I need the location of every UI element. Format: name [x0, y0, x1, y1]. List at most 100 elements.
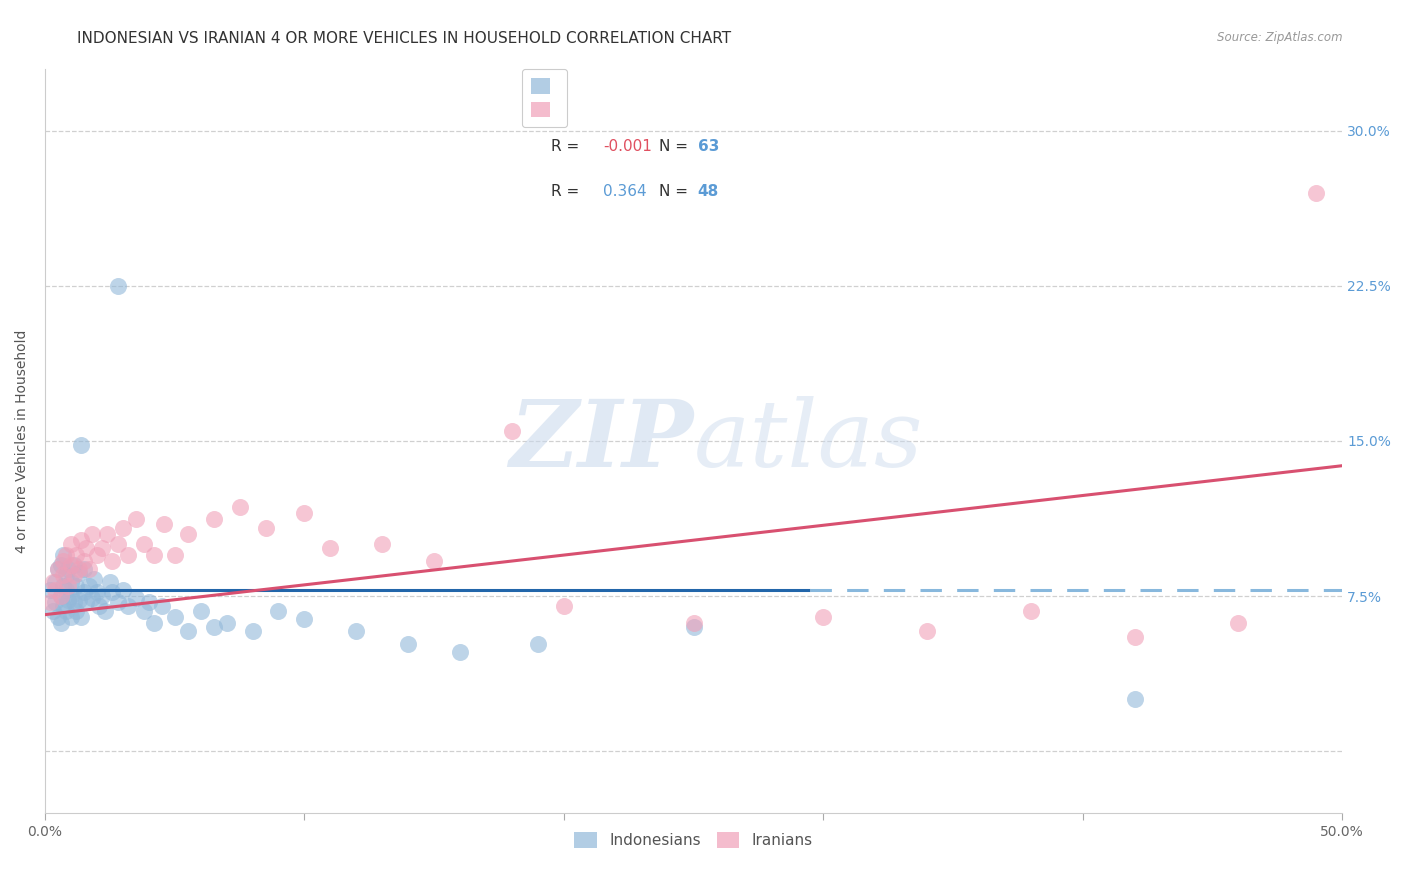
Text: INDONESIAN VS IRANIAN 4 OR MORE VEHICLES IN HOUSEHOLD CORRELATION CHART: INDONESIAN VS IRANIAN 4 OR MORE VEHICLES… [77, 31, 731, 46]
Point [1123, 631, 1146, 645]
Point [117, 599, 139, 614]
Point [396, 637, 419, 651]
Point [1305, 186, 1327, 200]
Point [142, 615, 165, 630]
Text: 48: 48 [697, 184, 718, 199]
Point [553, 599, 575, 614]
Point [254, 521, 277, 535]
Point [46, 562, 69, 576]
Point [190, 603, 212, 617]
Point [138, 595, 160, 609]
Point [107, 537, 129, 551]
Point [52, 599, 75, 614]
Point [132, 537, 155, 551]
Point [319, 541, 342, 556]
Point [96, 527, 118, 541]
Point [142, 548, 165, 562]
Point [44, 582, 66, 597]
Text: N =: N = [658, 139, 688, 154]
Point [294, 612, 316, 626]
Point [86, 585, 108, 599]
Point [58, 562, 80, 576]
Point [132, 603, 155, 617]
Point [117, 548, 139, 562]
Point [70, 609, 93, 624]
Text: N =: N = [658, 184, 688, 199]
Point [70, 438, 93, 452]
Point [44, 574, 66, 589]
Text: 63: 63 [697, 139, 718, 154]
Point [527, 637, 550, 651]
Point [67, 562, 90, 576]
Point [86, 548, 108, 562]
Point [76, 541, 98, 556]
Point [176, 527, 198, 541]
Point [163, 548, 186, 562]
Point [101, 554, 124, 568]
Point [59, 589, 82, 603]
Point [89, 599, 111, 614]
Point [65, 548, 87, 562]
Legend: Indonesians, Iranians: Indonesians, Iranians [568, 826, 818, 854]
Point [77, 562, 100, 576]
Point [52, 554, 75, 568]
Point [501, 424, 523, 438]
Point [176, 624, 198, 639]
Point [73, 585, 96, 599]
Point [42, 603, 65, 617]
Point [80, 591, 103, 606]
Text: -0.001: -0.001 [603, 139, 652, 154]
Point [449, 645, 471, 659]
Point [111, 582, 134, 597]
Point [267, 603, 290, 617]
Point [153, 516, 176, 531]
Point [215, 615, 238, 630]
Point [62, 558, 84, 572]
Point [371, 537, 394, 551]
Point [813, 609, 835, 624]
Point [1123, 692, 1146, 706]
Point [125, 512, 148, 526]
Point [52, 568, 75, 582]
Point [44, 595, 66, 609]
Point [682, 620, 704, 634]
Point [423, 554, 446, 568]
Point [49, 558, 72, 572]
Point [73, 554, 96, 568]
Point [67, 593, 90, 607]
Point [1227, 615, 1250, 630]
Text: Source: ZipAtlas.com: Source: ZipAtlas.com [1218, 31, 1343, 45]
Text: R =: R = [551, 139, 579, 154]
Point [46, 609, 69, 624]
Point [62, 595, 84, 609]
Point [77, 579, 100, 593]
Point [59, 574, 82, 589]
Point [65, 603, 87, 617]
Point [52, 579, 75, 593]
Point [67, 566, 90, 581]
Point [93, 603, 115, 617]
Point [59, 609, 82, 624]
Point [73, 562, 96, 576]
Point [55, 582, 77, 597]
Point [91, 589, 114, 603]
Point [163, 609, 186, 624]
Point [39, 582, 62, 597]
Point [70, 533, 93, 548]
Point [242, 624, 264, 639]
Point [55, 548, 77, 562]
Point [98, 574, 121, 589]
Point [682, 615, 704, 630]
Point [62, 568, 84, 582]
Point [202, 512, 225, 526]
Point [49, 589, 72, 603]
Point [59, 558, 82, 572]
Text: 0.364: 0.364 [603, 184, 647, 199]
Point [58, 593, 80, 607]
Text: ZIP: ZIP [509, 396, 693, 486]
Point [52, 548, 75, 562]
Point [344, 624, 367, 639]
Point [46, 562, 69, 576]
Point [39, 595, 62, 609]
Point [76, 595, 98, 609]
